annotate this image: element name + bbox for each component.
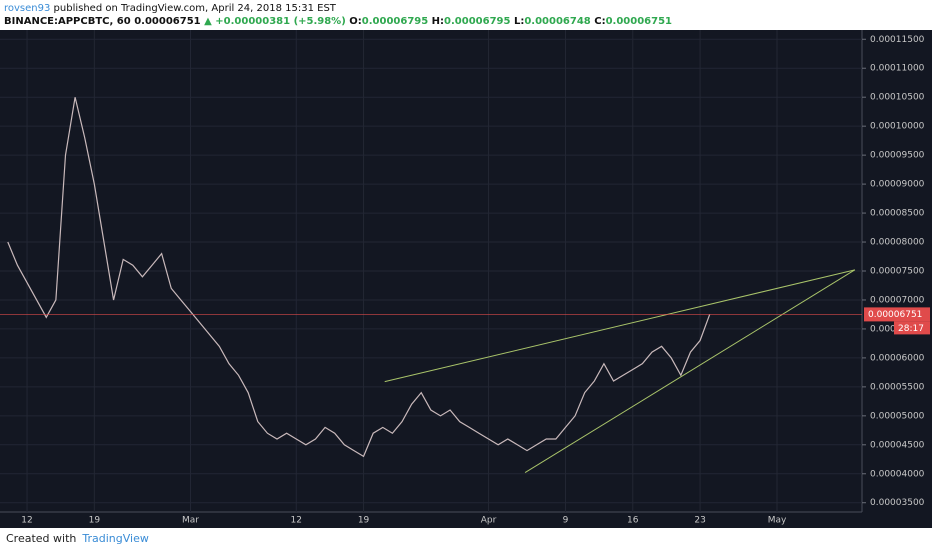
- trendline: [524, 269, 856, 474]
- x-tick-label: 9: [563, 516, 569, 526]
- y-tick-label: 0.00008000: [870, 238, 925, 248]
- created: Created with: [6, 532, 77, 545]
- y-tick-label: 0.00006000: [870, 353, 925, 363]
- publish-line: rovsen93 published on TradingView.com, A…: [4, 2, 928, 15]
- y-tick-label: 0.00007500: [870, 267, 925, 277]
- ohlc-value: 0.00006751: [605, 16, 672, 27]
- last-price-label: 0.00006751: [868, 310, 922, 320]
- y-tick-label: 0.00004500: [870, 440, 925, 450]
- ohlc-value: 0.00006795: [361, 16, 429, 27]
- x-tick-label: Apr: [481, 516, 497, 526]
- x-tick-label: 19: [358, 516, 370, 526]
- x-tick-label: 12: [21, 516, 32, 526]
- y-tick-label: 0.00009000: [870, 180, 925, 190]
- y-tick-label: 0.00003500: [870, 498, 925, 508]
- y-tick-label: 0.00005000: [870, 411, 925, 421]
- x-tick-label: 12: [291, 516, 302, 526]
- y-tick-label: 0.00004000: [870, 469, 925, 479]
- last-price-box: [864, 307, 930, 322]
- ohlc-label: C:: [594, 16, 606, 27]
- background: [0, 30, 932, 528]
- x-tick-label: 16: [627, 516, 639, 526]
- ohlc-label: H:: [431, 16, 445, 27]
- countdown: 28:17: [898, 324, 924, 334]
- x-tick-label: 23: [694, 516, 705, 526]
- price-line: [7, 97, 711, 458]
- y-tick-label: 0.00010500: [870, 93, 925, 103]
- published: published on TradingView.com, April 24, …: [53, 3, 336, 14]
- header: rovsen93 published on TradingView.com, A…: [0, 0, 932, 30]
- y-tick-label: 0.00009500: [870, 151, 925, 161]
- brand[interactable]: TradingView: [82, 532, 149, 545]
- ohlc-value: 0.00006748: [524, 16, 591, 27]
- chart: 0.00003500 0.00004000 0.00004500 0.00005000…: [0, 30, 932, 528]
- user[interactable]: rovsen93: [4, 3, 51, 14]
- y-tick-label: 0.00010000: [870, 122, 925, 132]
- symbol: BINANCE:APPCBTC, 60: [4, 16, 131, 27]
- x-tick-label: Mar: [182, 516, 199, 526]
- y-tick-label: 0.00011000: [870, 64, 925, 74]
- y-tick-label: 0.00011500: [870, 35, 925, 45]
- countdown-box: [894, 321, 930, 335]
- x-tick-label: May: [768, 516, 787, 526]
- y-tick-label: 0.00008500: [870, 209, 925, 219]
- price: 0.00006751: [134, 16, 201, 27]
- change: ▲ +0.00000381 (+5.98%): [204, 16, 346, 27]
- ohlc-label: O:: [349, 16, 362, 27]
- trendline: [384, 269, 855, 383]
- footer: Created with TradingView: [0, 528, 932, 550]
- y-tick-label: 0.00007000: [870, 295, 925, 305]
- y-tick-label: 0.00005500: [870, 382, 925, 392]
- symbol-line: BINANCE:APPCBTC, 60 0.00006751 ▲ +0.0000…: [4, 15, 928, 28]
- ohlc-label: L:: [513, 16, 525, 27]
- x-tick-label: 19: [89, 516, 101, 526]
- ohlc-value: 0.00006795: [444, 16, 511, 27]
